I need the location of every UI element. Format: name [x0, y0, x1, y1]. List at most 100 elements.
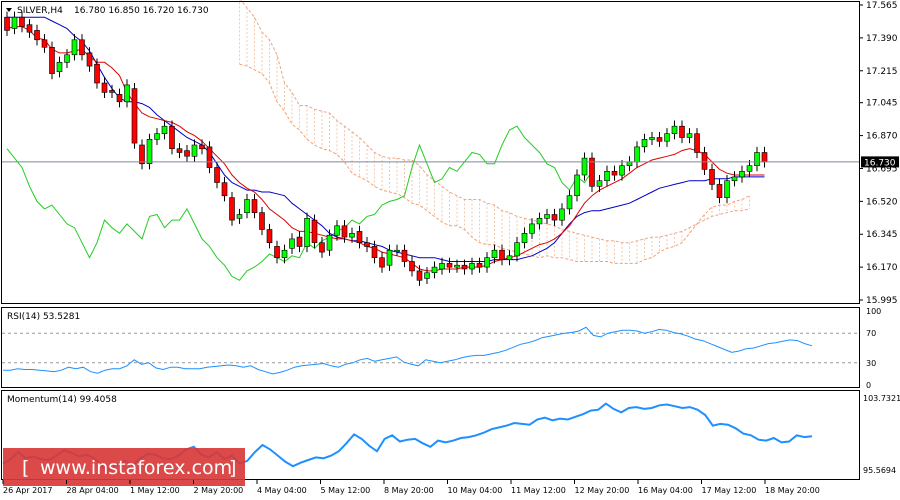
candle-body	[319, 242, 325, 253]
candle-body	[79, 39, 85, 56]
candle-body	[304, 218, 310, 247]
candle-body	[116, 94, 123, 103]
candle-body	[4, 16, 10, 31]
candle-body	[454, 264, 460, 268]
instaforex-watermark: [ www.instaforex.com ]	[3, 448, 245, 486]
time-tick-label: 10 May 04:00	[448, 486, 503, 495]
rsi-tick-label: 70	[866, 329, 876, 338]
candle-body	[566, 195, 573, 210]
price-tick-label: 16.870	[866, 132, 898, 142]
price-tick-label: 17.045	[866, 99, 898, 109]
candle-body	[544, 214, 550, 219]
candle-body	[619, 165, 625, 176]
series-line	[240, 0, 750, 244]
candle-body	[281, 249, 288, 258]
candle-body	[649, 137, 655, 140]
candle-body	[296, 236, 303, 247]
candle-body	[401, 249, 408, 262]
time-tick-label: 1 May 12:00	[130, 486, 180, 495]
candle-body	[86, 52, 93, 67]
candle-body	[19, 16, 25, 27]
candle-body	[349, 233, 355, 238]
candle-body	[229, 197, 235, 221]
candle-body	[379, 257, 385, 268]
candle-body	[641, 139, 648, 148]
svg-text:[: [	[22, 457, 29, 479]
rsi-tick-label: 30	[866, 359, 876, 368]
candle-body	[634, 146, 640, 163]
candle-body	[169, 125, 175, 149]
rsi-panel-frame	[1, 307, 860, 388]
momentum-tick-label: 95.5694	[863, 466, 896, 475]
candle-body	[274, 246, 280, 258]
current-price-tag	[861, 156, 899, 168]
price-axis: 17.565 17.390 17.215 17.045 16.870 16.695 16.5…	[859, 1, 898, 306]
time-tick-label: 5 May 12:00	[321, 486, 371, 495]
candle-body	[671, 125, 678, 134]
candle-body	[109, 90, 115, 93]
candle-body	[41, 39, 48, 48]
candle-body	[244, 199, 250, 213]
momentum-tick-label: 103.7321	[863, 394, 900, 403]
candle-body	[476, 263, 483, 268]
price-tick-label: 16.695	[866, 165, 898, 175]
momentum-title: Momentum(14) 99.4058	[7, 395, 117, 405]
candle-body	[191, 144, 198, 157]
candle-body	[364, 242, 370, 247]
candle-body	[334, 225, 340, 236]
candle-body	[154, 133, 160, 140]
price-tick-label: 16.520	[866, 197, 898, 207]
svg-text:]: ]	[229, 457, 236, 479]
price-tick-label: 17.390	[866, 34, 898, 44]
candle-body	[694, 133, 700, 153]
candle-body	[416, 270, 423, 281]
candle-body	[199, 144, 205, 150]
rsi-axis: 100 70 30 0	[2, 307, 881, 390]
candle-body	[484, 257, 490, 268]
candle-body	[356, 231, 363, 243]
candle-body	[64, 54, 70, 63]
price-tick-label: 16.170	[866, 263, 898, 273]
dropdown-triangle-icon[interactable]	[6, 8, 12, 12]
candle-body	[499, 249, 505, 260]
candle-body	[581, 157, 588, 176]
time-tick-label: 18 May 20:00	[765, 486, 820, 495]
candle-body	[341, 225, 348, 238]
momentum-axis: 103.7321 95.5694	[863, 394, 900, 475]
candle-body	[409, 261, 415, 272]
candle-body	[34, 30, 40, 41]
candle-body	[536, 218, 543, 225]
candle-body	[656, 137, 663, 142]
rsi-line	[3, 326, 813, 375]
candle-body	[259, 212, 265, 230]
time-tick-label: 17 May 12:00	[702, 486, 757, 495]
candle-body	[56, 61, 63, 72]
candle-body	[611, 171, 618, 176]
candle-body	[529, 223, 535, 234]
candle-body	[26, 24, 33, 33]
rsi-series-line	[3, 326, 813, 375]
candle-body	[664, 133, 670, 142]
candle-body	[161, 125, 168, 134]
candle-body	[746, 165, 753, 172]
price-tick-label: 15.995	[866, 296, 898, 306]
candle-body	[439, 263, 445, 270]
candle-body	[506, 255, 513, 260]
candle-body	[424, 272, 430, 279]
time-tick-label: 12 May 20:00	[575, 486, 630, 495]
candle-body	[206, 146, 213, 168]
candle-body	[71, 39, 78, 56]
candle-body	[589, 157, 595, 187]
candle-body	[101, 82, 108, 93]
candle-body	[604, 171, 610, 182]
time-tick-label: 2 May 20:00	[194, 486, 244, 495]
candle-body	[146, 139, 153, 165]
candles	[4, 11, 768, 286]
candle-body	[446, 263, 453, 268]
price-tick-label: 16.345	[866, 230, 898, 240]
candle-body	[184, 150, 190, 157]
time-axis: 26 Apr 2017 28 Apr 04:00 1 May 12:00 2 May …	[2, 480, 820, 495]
candle-body	[761, 152, 768, 163]
candle-body	[431, 266, 438, 274]
candle-body	[521, 233, 528, 244]
